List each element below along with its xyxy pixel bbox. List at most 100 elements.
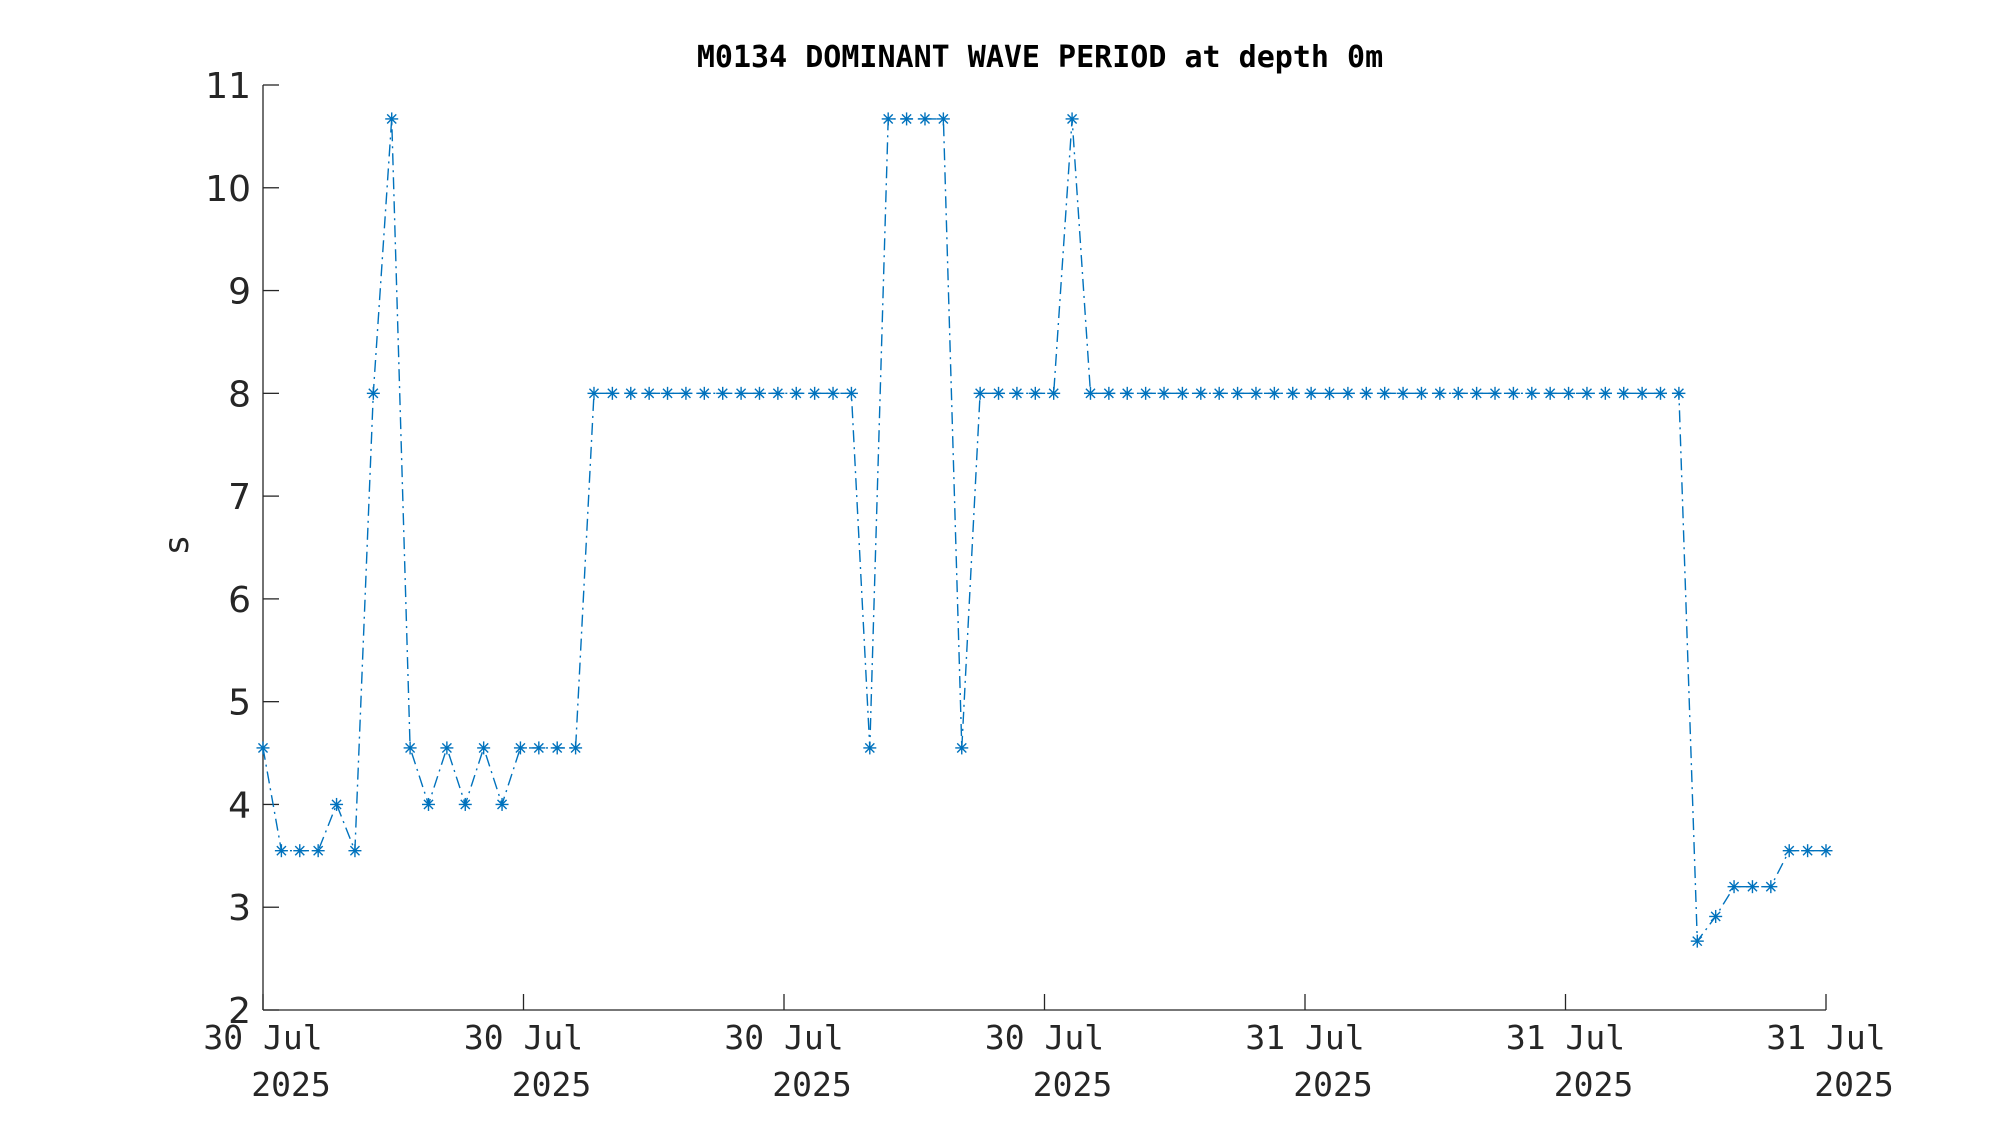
data-point bbox=[1341, 386, 1355, 400]
data-point bbox=[1727, 880, 1741, 894]
x-tick-label: 31 Jul bbox=[1245, 1018, 1364, 1057]
data-point bbox=[1470, 386, 1484, 400]
data-point bbox=[440, 741, 454, 755]
data-point bbox=[366, 386, 380, 400]
y-axis-label: s bbox=[157, 536, 197, 554]
data-point bbox=[1525, 386, 1539, 400]
data-point bbox=[1819, 844, 1833, 858]
data-point bbox=[403, 741, 417, 755]
data-point bbox=[495, 797, 509, 811]
x-tick-year-label: 2025 bbox=[1033, 1065, 1112, 1104]
data-point bbox=[1451, 386, 1465, 400]
axes: 2 3 4 5 6 7 8 9 10 11 30 Jul 2025 30 Jul 2025 30 Jul 20… bbox=[203, 66, 1893, 1104]
data-point bbox=[789, 386, 803, 400]
data-point bbox=[771, 386, 785, 400]
data-point bbox=[1488, 386, 1502, 400]
y-tick-label: 3 bbox=[228, 888, 251, 929]
data-point bbox=[863, 741, 877, 755]
data-point bbox=[274, 844, 288, 858]
data-point bbox=[936, 112, 950, 126]
data-point bbox=[1139, 386, 1153, 400]
data-point bbox=[385, 112, 399, 126]
data-point bbox=[1267, 386, 1281, 400]
data-point bbox=[1764, 880, 1778, 894]
data-point bbox=[1433, 386, 1447, 400]
data-point bbox=[421, 797, 435, 811]
data-point bbox=[348, 844, 362, 858]
data-point bbox=[1598, 386, 1612, 400]
x-tick-label: 30 Jul bbox=[203, 1018, 322, 1057]
data-point bbox=[1396, 386, 1410, 400]
y-tick-label: 9 bbox=[228, 272, 251, 313]
y-tick-label: 5 bbox=[228, 683, 251, 724]
data-point bbox=[661, 386, 675, 400]
data-point bbox=[881, 112, 895, 126]
data-point bbox=[569, 741, 583, 755]
x-tick-label: 31 Jul bbox=[1506, 1018, 1625, 1057]
data-point bbox=[1286, 386, 1300, 400]
data-point bbox=[1672, 386, 1686, 400]
data-point bbox=[1047, 386, 1061, 400]
series-line-group bbox=[262, 118, 1826, 944]
chart-title: M0134 DOMINANT WAVE PERIOD at depth 0m bbox=[697, 40, 1383, 75]
data-point bbox=[716, 386, 730, 400]
data-point bbox=[1323, 386, 1337, 400]
data-point bbox=[679, 386, 693, 400]
data-point bbox=[587, 386, 601, 400]
data-point bbox=[1654, 386, 1668, 400]
data-point bbox=[1414, 386, 1428, 400]
data-point bbox=[1249, 386, 1263, 400]
data-point bbox=[1359, 386, 1373, 400]
data-point bbox=[734, 386, 748, 400]
y-tick-label: 6 bbox=[228, 580, 251, 621]
data-point bbox=[1378, 386, 1392, 400]
data-point bbox=[1709, 909, 1723, 923]
data-point bbox=[1010, 386, 1024, 400]
x-tick-label: 31 Jul bbox=[1766, 1018, 1885, 1057]
data-point bbox=[293, 844, 307, 858]
data-point bbox=[624, 386, 638, 400]
data-point bbox=[697, 386, 711, 400]
x-tick-label: 30 Jul bbox=[724, 1018, 843, 1057]
data-point bbox=[1120, 386, 1134, 400]
data-point bbox=[1231, 386, 1245, 400]
x-tick-year-label: 2025 bbox=[512, 1065, 591, 1104]
y-tick-label: 2 bbox=[228, 991, 251, 1032]
data-point bbox=[1745, 880, 1759, 894]
y-tick-label: 8 bbox=[228, 374, 251, 415]
y-tick-label: 11 bbox=[205, 66, 251, 107]
data-point bbox=[955, 741, 969, 755]
data-point bbox=[1801, 844, 1815, 858]
x-tick-year-label: 2025 bbox=[251, 1065, 330, 1104]
data-point bbox=[1782, 844, 1796, 858]
data-point bbox=[532, 741, 546, 755]
data-point bbox=[900, 112, 914, 126]
data-point bbox=[973, 386, 987, 400]
data-point bbox=[1543, 386, 1557, 400]
data-point bbox=[1506, 386, 1520, 400]
data-point bbox=[477, 741, 491, 755]
data-point bbox=[1102, 386, 1116, 400]
x-tick-year-label: 2025 bbox=[1293, 1065, 1372, 1104]
data-point bbox=[1562, 386, 1576, 400]
data-point bbox=[1580, 386, 1594, 400]
data-point bbox=[550, 741, 564, 755]
data-point bbox=[256, 741, 270, 755]
data-point bbox=[1212, 386, 1226, 400]
data-point bbox=[1690, 934, 1704, 948]
data-point bbox=[513, 741, 527, 755]
y-tick-label: 10 bbox=[205, 169, 251, 210]
data-point bbox=[330, 797, 344, 811]
data-point bbox=[1083, 386, 1097, 400]
series-markers-group bbox=[256, 112, 1833, 948]
x-tick-year-label: 2025 bbox=[1554, 1065, 1633, 1104]
data-point bbox=[844, 386, 858, 400]
x-tick-label: 30 Jul bbox=[464, 1018, 583, 1057]
data-point bbox=[1194, 386, 1208, 400]
data-point bbox=[752, 386, 766, 400]
series-line bbox=[262, 118, 1826, 944]
data-point bbox=[1304, 386, 1318, 400]
data-point bbox=[605, 386, 619, 400]
